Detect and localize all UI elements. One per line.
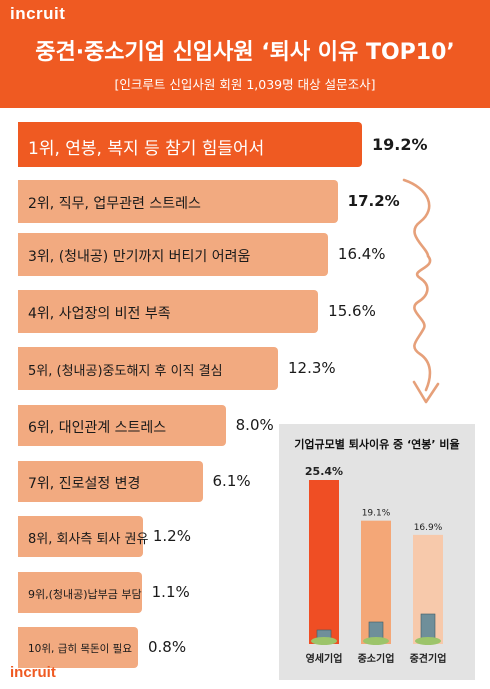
company-size-label: 영세기업 xyxy=(306,652,343,665)
rank-bar-value: 15.6% xyxy=(328,301,376,320)
rank-bar-value: 1.1% xyxy=(151,582,190,601)
rank-bar-value: 19.2% xyxy=(372,134,428,154)
rank-bar-value: 6.1% xyxy=(212,471,251,490)
rank-bar xyxy=(18,516,143,557)
company-size-value: 25.4% xyxy=(305,465,343,478)
rank-bar-label: 2위, 직무, 업무관련 스트레스 xyxy=(28,195,201,212)
company-size-bar xyxy=(309,480,339,644)
company-size-value: 19.1% xyxy=(362,509,391,519)
rank-bar-value: 16.4% xyxy=(337,244,386,263)
rank-bar xyxy=(18,180,338,223)
building-icon xyxy=(311,629,337,645)
rank-bar-label: 10위, 급히 목돈이 필요 xyxy=(28,642,132,655)
rank-bar xyxy=(18,461,203,502)
building-icon xyxy=(415,613,441,645)
rank-bar-value: 1.2% xyxy=(152,526,191,545)
rank-bar xyxy=(18,347,278,390)
company-size-label: 중소기업 xyxy=(358,652,395,665)
rank-bar-value: 12.3% xyxy=(288,358,336,377)
rank-bar xyxy=(18,627,138,668)
rank-bar-label: 7위, 진로설정 변경 xyxy=(28,475,141,492)
incruit-logo: incruit xyxy=(10,4,66,23)
rank-bar-label: 3위, (청내공) 만기까지 버티기 어려움 xyxy=(28,248,251,265)
rank-bar-label: 4위, 사업장의 비전 부족 xyxy=(28,305,171,322)
header-banner: incruit 중견·중소기업 신입사원 ‘퇴사 이유 TOP10’ [인크루트… xyxy=(0,0,490,108)
rank-bar-value: 17.2% xyxy=(347,191,400,210)
down-arrow-icon xyxy=(402,178,440,404)
page-title: 중견·중소기업 신입사원 ‘퇴사 이유 TOP10’ xyxy=(35,40,455,65)
survey-subtitle: [인크루트 신입사원 회원 1,039명 대상 설문조사] xyxy=(114,77,376,92)
panel-title: 기업규모별 퇴사이유 중 ‘연봉’ 비율 xyxy=(294,438,460,451)
rank-bar-label: 9위,(청내공)납부금 부담 xyxy=(28,587,142,601)
rank-bar-value: 0.8% xyxy=(148,637,187,656)
rank-bar xyxy=(18,572,142,613)
company-size-chart: 25.4% 영세기업 19.1% 중소기업 16.9% 중견기업 xyxy=(305,465,447,665)
company-size-label: 중견기업 xyxy=(410,652,447,665)
rank-bar xyxy=(18,233,328,276)
rank-bar-label: 6위, 대인관계 스트레스 xyxy=(28,419,167,436)
rank-bar-label: 8위, 회사측 퇴사 권유 xyxy=(28,532,149,548)
rank-bar xyxy=(18,405,226,446)
company-size-value: 16.9% xyxy=(414,523,443,533)
company-size-panel: 기업규모별 퇴사이유 중 ‘연봉’ 비율 25.4% 영세기업 19.1% 중소기업 1… xyxy=(279,424,475,680)
rank-bar-label: 1위, 연봉, 복지 등 참기 힘들어서 xyxy=(28,138,265,159)
rank-bar xyxy=(18,290,319,333)
rank-bar xyxy=(18,122,362,167)
building-icon xyxy=(363,621,389,645)
rank-bar-label: 5위, (청내공)중도해지 후 이직 결심 xyxy=(28,364,223,380)
footer-logo: incruit xyxy=(10,664,56,681)
rank-bar-value: 8.0% xyxy=(235,415,274,434)
